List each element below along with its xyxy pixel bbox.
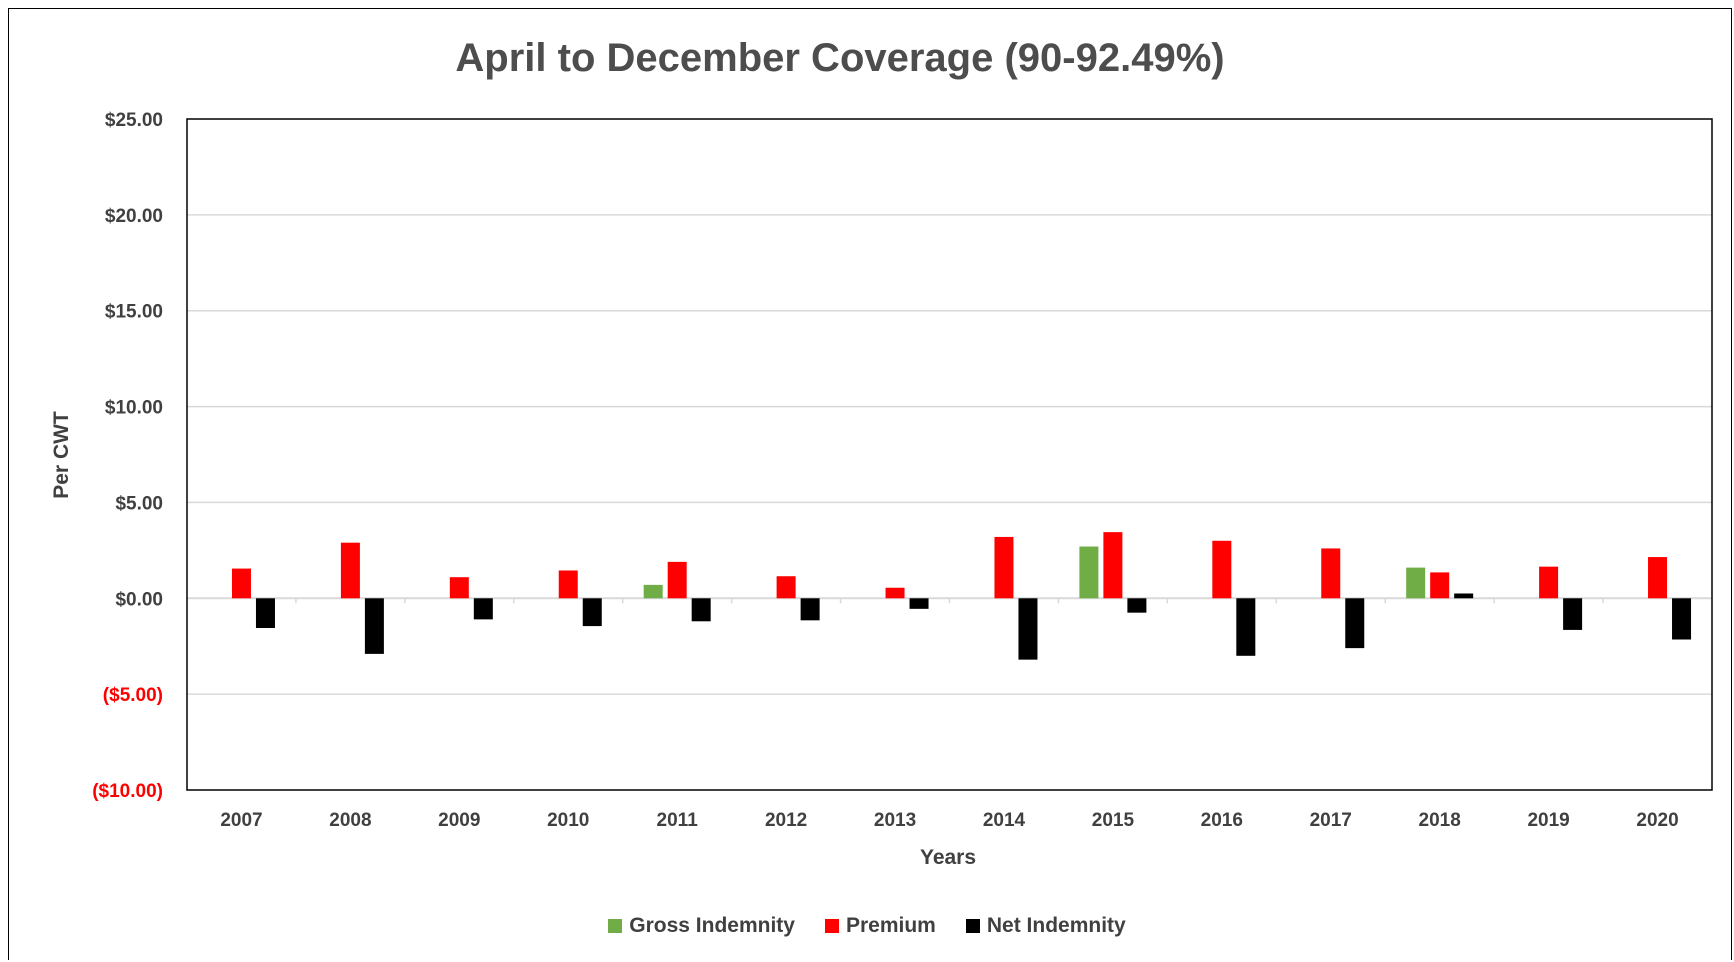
bar-premium-2013: [885, 587, 905, 599]
legend-label: Premium: [845, 914, 936, 937]
bar-net-indemnity-2010: [582, 598, 602, 627]
bar-net-indemnity-2015: [1127, 598, 1147, 613]
legend-label: Net Indemnity: [986, 914, 1126, 937]
x-tick-label: 2010: [547, 810, 589, 831]
x-tick-label: 2020: [1636, 810, 1678, 831]
x-tick-label: 2017: [1310, 810, 1352, 831]
legend-item: Net Indemnity: [965, 914, 1126, 938]
x-tick-label: 2016: [1201, 810, 1243, 831]
bar-premium-2018: [1430, 572, 1450, 599]
chart-frame: [8, 8, 1732, 960]
bar-premium-2007: [231, 568, 251, 599]
bar-premium-2020: [1648, 557, 1668, 599]
y-tick-label: ($5.00): [103, 685, 163, 706]
legend-swatch: [824, 919, 839, 933]
x-tick-label: 2008: [329, 810, 371, 831]
bar-net-indemnity-2008: [364, 598, 384, 654]
bar-gross-indemnity-2018: [1406, 567, 1426, 599]
y-tick-label: $15.00: [105, 302, 163, 323]
bar-gross-indemnity-2011: [643, 584, 663, 599]
x-tick-label: 2013: [874, 810, 916, 831]
bar-premium-2014: [994, 536, 1014, 599]
bar-net-indemnity-2020: [1672, 598, 1692, 640]
bar-net-indemnity-2018: [1454, 593, 1474, 599]
x-tick-label: 2012: [765, 810, 807, 831]
bar-net-indemnity-2011: [691, 598, 711, 622]
bar-net-indemnity-2013: [909, 598, 929, 609]
bar-premium-2008: [340, 542, 360, 599]
legend: Gross Indemnity Premium Net Indemnity: [0, 914, 1734, 938]
plot-area-border: [186, 118, 1713, 791]
y-tick-label: $10.00: [105, 398, 163, 419]
legend-swatch: [608, 919, 623, 933]
x-axis-title: Years: [920, 846, 976, 869]
bar-premium-2019: [1539, 566, 1559, 599]
x-tick-label: 2019: [1527, 810, 1569, 831]
y-tick-label: $0.00: [115, 589, 163, 610]
x-tick-label: 2014: [983, 810, 1026, 831]
bar-premium-2012: [776, 576, 796, 599]
chart-title: April to December Coverage (90-92.49%): [455, 36, 1225, 80]
bar-premium-2016: [1212, 540, 1232, 599]
bar-premium-2010: [558, 570, 578, 599]
bar-net-indemnity-2017: [1345, 598, 1365, 649]
legend-item: Gross Indemnity: [608, 914, 795, 938]
bar-gross-indemnity-2015: [1079, 546, 1099, 599]
legend-label: Gross Indemnity: [629, 914, 795, 937]
y-axis-title: Per CWT: [50, 411, 73, 499]
x-tick-label: 2018: [1419, 810, 1461, 831]
x-tick-label: 2015: [1092, 810, 1135, 831]
bar-net-indemnity-2016: [1236, 598, 1256, 656]
y-tick-label: $5.00: [115, 493, 163, 514]
y-tick-label: $20.00: [105, 206, 163, 227]
x-tick-label: 2007: [220, 810, 262, 831]
bar-premium-2015: [1103, 532, 1123, 599]
y-tick-label: ($10.00): [92, 781, 163, 802]
bar-net-indemnity-2009: [473, 598, 493, 620]
legend-swatch: [965, 919, 980, 933]
bar-net-indemnity-2012: [800, 598, 820, 621]
x-tick-label: 2009: [438, 810, 480, 831]
legend-item: Premium: [824, 914, 936, 938]
bar-net-indemnity-2007: [255, 598, 275, 629]
y-tick-label: $25.00: [105, 110, 163, 131]
bar-premium-2009: [449, 577, 469, 599]
bar-net-indemnity-2014: [1018, 598, 1038, 660]
bar-premium-2011: [667, 561, 687, 599]
bar-net-indemnity-2019: [1563, 598, 1583, 630]
x-tick-label: 2011: [657, 810, 699, 831]
bar-premium-2017: [1321, 548, 1341, 599]
